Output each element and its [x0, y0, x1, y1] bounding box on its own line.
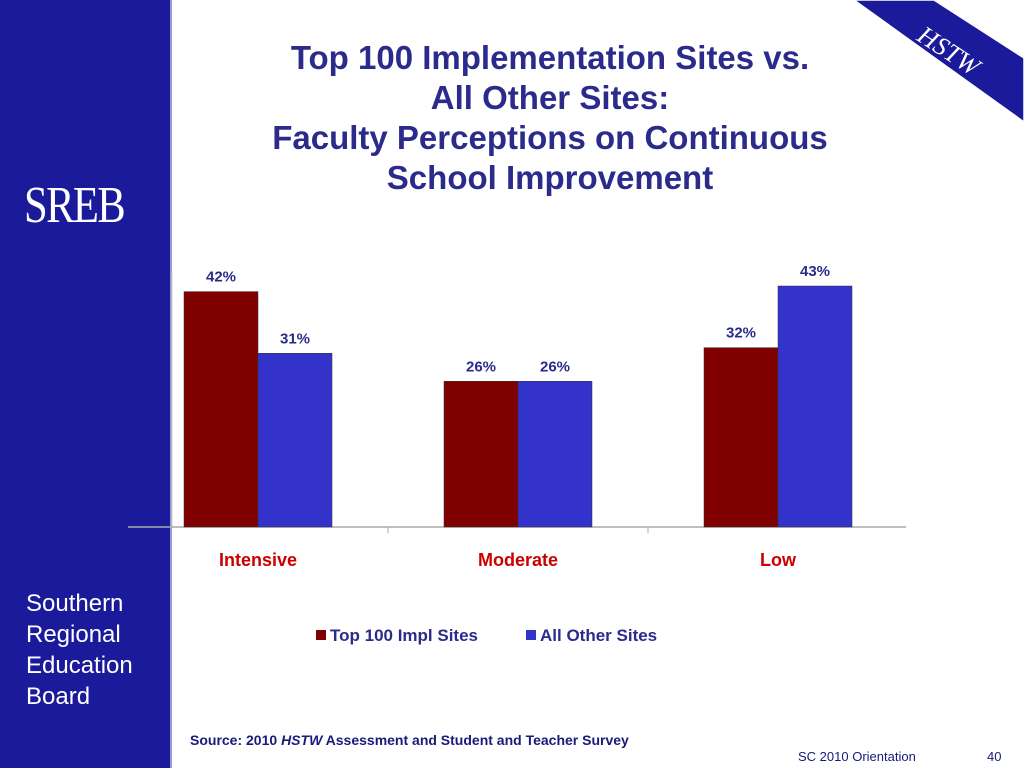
corner-badge-band [852, 0, 1024, 122]
bar-data-label: 43% [800, 263, 830, 280]
source-prefix: Source: 2010 [190, 732, 282, 748]
source-suffix: Assessment and Student and Teacher Surve… [322, 732, 629, 748]
bar-top100 [183, 291, 259, 528]
source-italic: HSTW [281, 732, 323, 748]
title-line: All Other Sites: [430, 79, 670, 116]
bar-data-label: 31% [280, 330, 310, 347]
category-label: Low [760, 550, 797, 570]
bar-other [257, 353, 333, 528]
bar-data-label: 26% [466, 358, 496, 375]
legend-label: All Other Sites [540, 626, 657, 645]
slide-title: Top 100 Implementation Sites vs. All Oth… [200, 38, 900, 198]
title-line: School Improvement [386, 159, 714, 196]
bar-data-label: 42% [206, 269, 236, 286]
title-line: Faculty Perceptions on Continuous [272, 119, 828, 156]
org-name-line: Regional [26, 621, 121, 648]
organization-name: Southern Regional Education Board [26, 588, 166, 712]
category-label: Moderate [478, 550, 558, 570]
bar-top100 [703, 347, 779, 528]
bar-data-label: 32% [726, 325, 756, 342]
legend-label: Top 100 Impl Sites [330, 626, 478, 645]
sreb-logo: SREB [24, 177, 126, 234]
bar-data-label: 26% [540, 358, 570, 375]
category-label: Intensive [219, 550, 297, 570]
source-note: Source: 2010 HSTW Assessment and Student… [190, 732, 629, 748]
sidebar-divider [170, 0, 172, 768]
org-name-line: Board [26, 683, 91, 710]
bar-other [777, 285, 853, 528]
sidebar: SREB Southern Regional Education Board [0, 0, 170, 768]
page-number: 40 [987, 749, 1002, 764]
org-name-line: Education [26, 652, 133, 679]
org-name-line: Southern [26, 590, 124, 617]
legend-swatch-top100 [316, 630, 326, 640]
bar-other [517, 381, 593, 528]
title-line: Top 100 Implementation Sites vs. [290, 39, 810, 76]
bar-top100 [443, 381, 519, 528]
hstw-corner-badge: HSTW [852, 0, 1024, 122]
footer-label: SC 2010 Orientation [798, 749, 916, 764]
legend-swatch-other [526, 630, 536, 640]
